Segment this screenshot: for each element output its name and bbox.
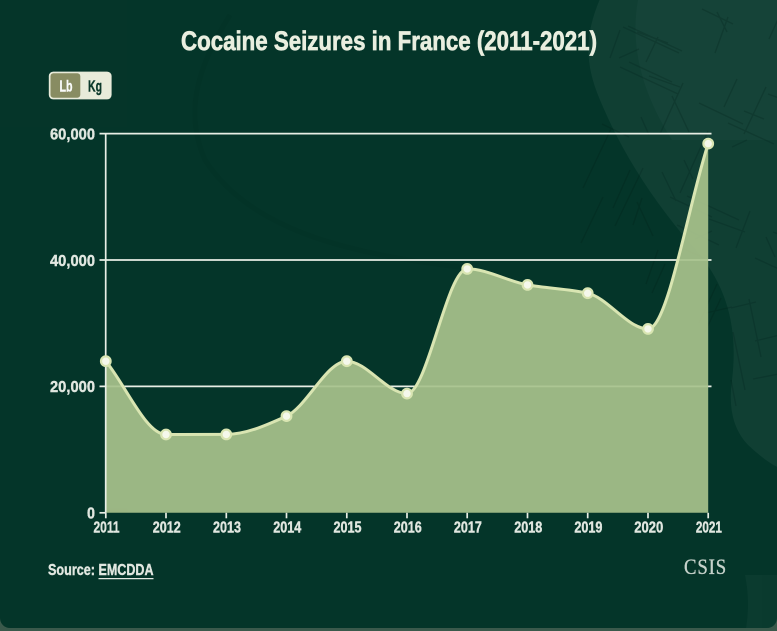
svg-text:2019: 2019 [574,520,602,537]
svg-text:2013: 2013 [213,520,241,537]
svg-text:2021: 2021 [696,520,722,537]
svg-text:2020: 2020 [634,520,663,537]
svg-text:2014: 2014 [273,520,301,537]
svg-text:2017: 2017 [454,520,482,537]
svg-text:2018: 2018 [514,520,542,537]
svg-text:0: 0 [87,505,95,522]
svg-text:CSIS: CSIS [684,554,727,579]
svg-text:2011: 2011 [94,520,120,537]
svg-text:Cocaine Seizures in France (20: Cocaine Seizures in France (2011-2021) [181,26,597,56]
svg-text:Kg: Kg [88,79,102,96]
svg-text:Source:EMCDDA: Source: EMCDDA [48,562,154,579]
svg-text:2015: 2015 [334,520,362,537]
svg-text:40,000: 40,000 [50,253,95,270]
svg-text:2012: 2012 [153,520,181,537]
svg-text:20,000: 20,000 [50,379,95,396]
svg-text:2016: 2016 [394,520,422,537]
svg-text:Lb: Lb [60,79,73,96]
svg-text:60,000: 60,000 [50,126,95,143]
